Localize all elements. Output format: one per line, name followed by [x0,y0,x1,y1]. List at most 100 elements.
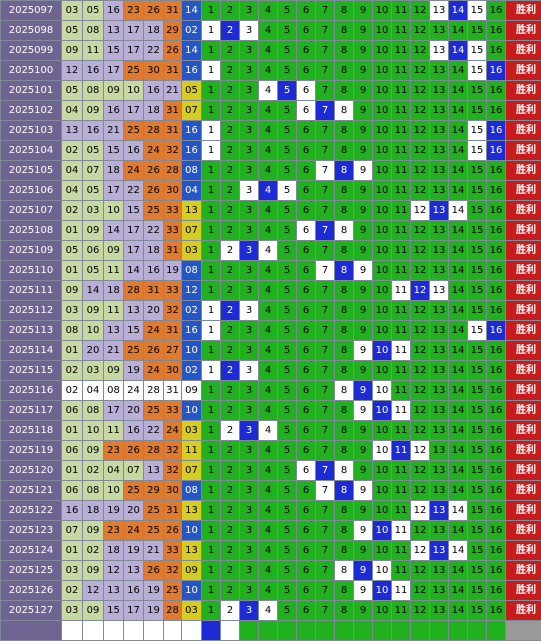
hit-number-cell: 16 [486,140,506,161]
number-cell: 4 [258,220,278,241]
number-cell: 5 [277,240,297,261]
number-cell: 15 [467,500,487,521]
number-cell: 4 [258,580,278,601]
number-cell [315,620,335,641]
number-cell: 10 [372,320,392,341]
number-cell: 9 [353,200,373,221]
number-cell: 4 [258,560,278,581]
red-ball-cell: 32 [163,440,182,461]
number-cell: 14 [448,400,468,421]
number-cell: 12 [410,0,430,21]
hit-number-cell: 16 [486,120,506,141]
red-ball-cell: 33 [163,280,182,301]
period-cell: 2025107 [0,200,62,221]
number-cell: 11 [391,240,411,261]
empty-cell [61,620,83,641]
number-cell: 10 [372,100,392,121]
period-cell: 2025118 [0,420,62,441]
number-cell: 1 [201,580,221,601]
number-cell: 10 [372,280,392,301]
number-cell: 14 [448,300,468,321]
number-cell: 15 [467,140,487,161]
number-cell: 4 [258,120,278,141]
red-ball-cell: 01 [61,420,83,441]
red-ball-cell: 31 [143,280,164,301]
number-cell: 9 [353,340,373,361]
number-cell: 11 [391,160,411,181]
red-ball-cell: 08 [82,480,104,501]
number-cell: 15 [467,120,487,141]
red-ball-cell: 11 [103,300,124,321]
red-ball-cell: 33 [163,540,182,561]
red-ball-cell: 25 [143,520,164,541]
number-cell: 3 [239,400,259,421]
number-cell: 1 [201,200,221,221]
table-row: 2025119 06 09 23 26 28 32 11 1 2 3 4 5 6 7 8 9 10 11 12 13 14… [0,440,541,461]
number-cell: 3 [239,540,259,561]
red-ball-cell: 33 [163,220,182,241]
number-cell: 13 [429,360,449,381]
special-ball-cell: 10 [181,520,202,541]
red-ball-cell: 17 [123,20,144,41]
number-cell: 11 [391,480,411,501]
special-ball-cell: 12 [181,280,202,301]
number-cell: 10 [372,20,392,41]
red-ball-cell: 24 [163,420,182,441]
red-ball-cell: 10 [103,480,124,501]
red-ball-cell: 31 [163,320,182,341]
red-ball-cell: 18 [143,240,164,261]
red-ball-cell: 16 [123,420,144,441]
number-cell: 7 [315,120,335,141]
red-ball-cell: 18 [143,20,164,41]
number-cell: 1 [201,320,221,341]
table-row: 2025097 03 05 16 23 26 31 14 1 2 3 4 5 6 7 8 9 10 11 12 13 14… [0,0,541,21]
red-ball-cell: 26 [143,160,164,181]
number-cell: 2 [220,120,240,141]
red-ball-cell: 09 [82,560,104,581]
number-cell: 9 [353,540,373,561]
number-cell: 14 [448,580,468,601]
hit-number-cell: 11 [391,440,411,461]
special-ball-cell: 10 [181,400,202,421]
number-cell: 7 [315,140,335,161]
period-cell: 2025109 [0,240,62,261]
number-cell: 14 [448,480,468,501]
number-cell: 8 [334,540,354,561]
red-ball-cell: 30 [163,480,182,501]
red-ball-cell: 17 [103,400,124,421]
period-cell: 2025110 [0,260,62,281]
number-cell: 16 [486,500,506,521]
red-ball-cell: 18 [103,280,124,301]
number-cell: 3 [239,0,259,21]
special-ball-cell: 03 [181,600,202,621]
number-cell: 4 [258,80,278,101]
number-cell [220,620,240,641]
red-ball-cell: 02 [61,140,83,161]
number-cell: 4 [258,60,278,81]
number-cell: 13 [429,460,449,481]
number-cell: 13 [429,480,449,501]
number-cell: 11 [391,280,411,301]
number-cell: 2 [220,260,240,281]
number-cell: 14 [448,20,468,41]
number-cell: 5 [277,200,297,221]
special-ball-cell: 07 [181,460,202,481]
number-cell: 9 [353,600,373,621]
number-cell: 8 [334,300,354,321]
red-ball-cell: 30 [143,60,164,81]
number-cell: 9 [353,60,373,81]
special-ball-cell: 16 [181,140,202,161]
number-cell: 3 [239,440,259,461]
number-cell: 9 [353,300,373,321]
empty-badge-cell [505,620,541,641]
number-cell: 2 [220,160,240,181]
win-badge: 胜利 [505,260,541,281]
number-cell: 14 [448,520,468,541]
hit-number-cell: 10 [372,340,392,361]
number-cell: 1 [201,240,221,261]
number-cell: 15 [467,240,487,261]
red-ball-cell: 16 [103,100,124,121]
period-cell: 2025111 [0,280,62,301]
special-ball-cell: 07 [181,220,202,241]
period-cell: 2025101 [0,80,62,101]
